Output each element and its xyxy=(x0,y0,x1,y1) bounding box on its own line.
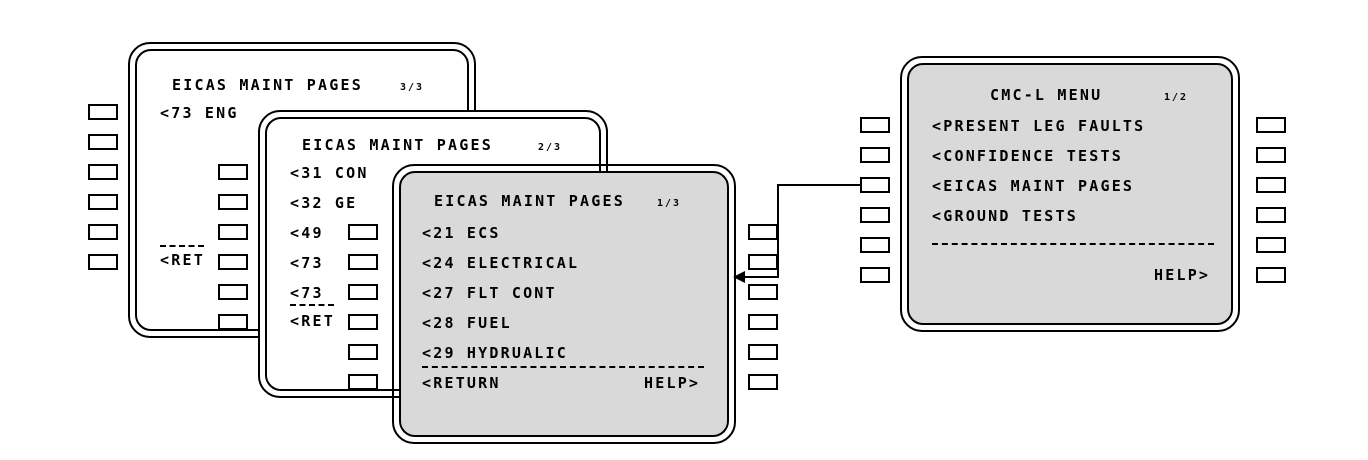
cmc-separator xyxy=(932,243,1214,245)
page2-line-5[interactable]: <73 xyxy=(290,284,324,302)
page3-line-1[interactable]: <73 ENG xyxy=(160,104,239,122)
lsk-r3[interactable] xyxy=(218,164,248,180)
cmc-lsk-r2[interactable] xyxy=(1256,147,1286,163)
page2-line-1[interactable]: <31 CON xyxy=(290,164,369,182)
page1-line-3[interactable]: <27 FLT CONT xyxy=(422,284,557,302)
cmc-line-1[interactable]: <PRESENT LEG FAULTS xyxy=(932,117,1146,135)
cmc-lsk-l5[interactable] xyxy=(860,237,890,253)
lsk-l4[interactable] xyxy=(348,314,378,330)
cmc-page-number: 1/2 xyxy=(1164,92,1189,103)
page1-page-number: 1/3 xyxy=(657,198,682,209)
lsk-l2[interactable] xyxy=(348,254,378,270)
lsk-r8[interactable] xyxy=(218,314,248,330)
lsk-r7[interactable] xyxy=(218,284,248,300)
cmc-line-4[interactable]: <GROUND TESTS xyxy=(932,207,1078,225)
page3-return[interactable]: <RET xyxy=(160,251,205,269)
page2-return[interactable]: <RET xyxy=(290,312,335,330)
page2-title: EICAS MAINT PAGES xyxy=(302,136,493,154)
page1-line-4[interactable]: <28 FUEL xyxy=(422,314,512,332)
page1-line-1[interactable]: <21 ECS xyxy=(422,224,501,242)
cmc-l-menu-screen xyxy=(900,56,1240,332)
page3-page-number: 3/3 xyxy=(400,82,425,93)
page2-line-3[interactable]: <49 xyxy=(290,224,324,242)
connector-line xyxy=(742,184,860,278)
lsk-r5[interactable] xyxy=(748,344,778,360)
cmc-lsk-r3[interactable] xyxy=(1256,177,1286,193)
lsk-l2[interactable] xyxy=(88,134,118,150)
cmc-lsk-l1[interactable] xyxy=(860,117,890,133)
cmc-lsk-l2[interactable] xyxy=(860,147,890,163)
lsk-l5[interactable] xyxy=(348,344,378,360)
page1-title: EICAS MAINT PAGES xyxy=(434,192,625,210)
lsk-l3[interactable] xyxy=(88,164,118,180)
lsk-r6[interactable] xyxy=(218,254,248,270)
screen-bezel-inner xyxy=(907,63,1233,325)
cmc-lsk-l6[interactable] xyxy=(860,267,890,283)
lsk-r4[interactable] xyxy=(218,194,248,210)
cmc-line-3[interactable]: <EICAS MAINT PAGES xyxy=(932,177,1135,195)
page2-page-number: 2/3 xyxy=(538,142,563,153)
page2-separator xyxy=(290,304,334,306)
lsk-l6[interactable] xyxy=(348,374,378,390)
cmc-line-2[interactable]: <CONFIDENCE TESTS xyxy=(932,147,1123,165)
cmc-lsk-r5[interactable] xyxy=(1256,237,1286,253)
lsk-l6[interactable] xyxy=(88,254,118,270)
page1-line-2[interactable]: <24 ELECTRICAL xyxy=(422,254,580,272)
arrowhead-icon xyxy=(733,271,745,283)
lsk-r3[interactable] xyxy=(748,284,778,300)
lsk-l1[interactable] xyxy=(88,104,118,120)
cmc-title: CMC-L MENU xyxy=(990,86,1103,104)
page1-separator xyxy=(422,366,704,368)
lsk-l4[interactable] xyxy=(88,194,118,210)
lsk-r4[interactable] xyxy=(748,314,778,330)
lsk-r5[interactable] xyxy=(218,224,248,240)
lsk-l3[interactable] xyxy=(348,284,378,300)
page2-line-4[interactable]: <73 xyxy=(290,254,324,272)
cmc-lsk-l3[interactable] xyxy=(860,177,890,193)
cmc-lsk-r6[interactable] xyxy=(1256,267,1286,283)
page1-return[interactable]: <RETURN xyxy=(422,374,501,392)
cmc-help[interactable]: HELP> xyxy=(1154,266,1211,284)
page3-title: EICAS MAINT PAGES xyxy=(172,76,363,94)
lsk-l5[interactable] xyxy=(88,224,118,240)
lsk-l1[interactable] xyxy=(348,224,378,240)
page1-help[interactable]: HELP> xyxy=(644,374,701,392)
page3-separator xyxy=(160,245,204,247)
page1-line-5[interactable]: <29 HYDRUALIC xyxy=(422,344,568,362)
page2-line-2[interactable]: <32 GE xyxy=(290,194,358,212)
cmc-lsk-r1[interactable] xyxy=(1256,117,1286,133)
lsk-r6[interactable] xyxy=(748,374,778,390)
screen-bezel-inner xyxy=(399,171,729,437)
eicas-maint-page-1 xyxy=(392,164,736,444)
cmc-lsk-l4[interactable] xyxy=(860,207,890,223)
cmc-lsk-r4[interactable] xyxy=(1256,207,1286,223)
